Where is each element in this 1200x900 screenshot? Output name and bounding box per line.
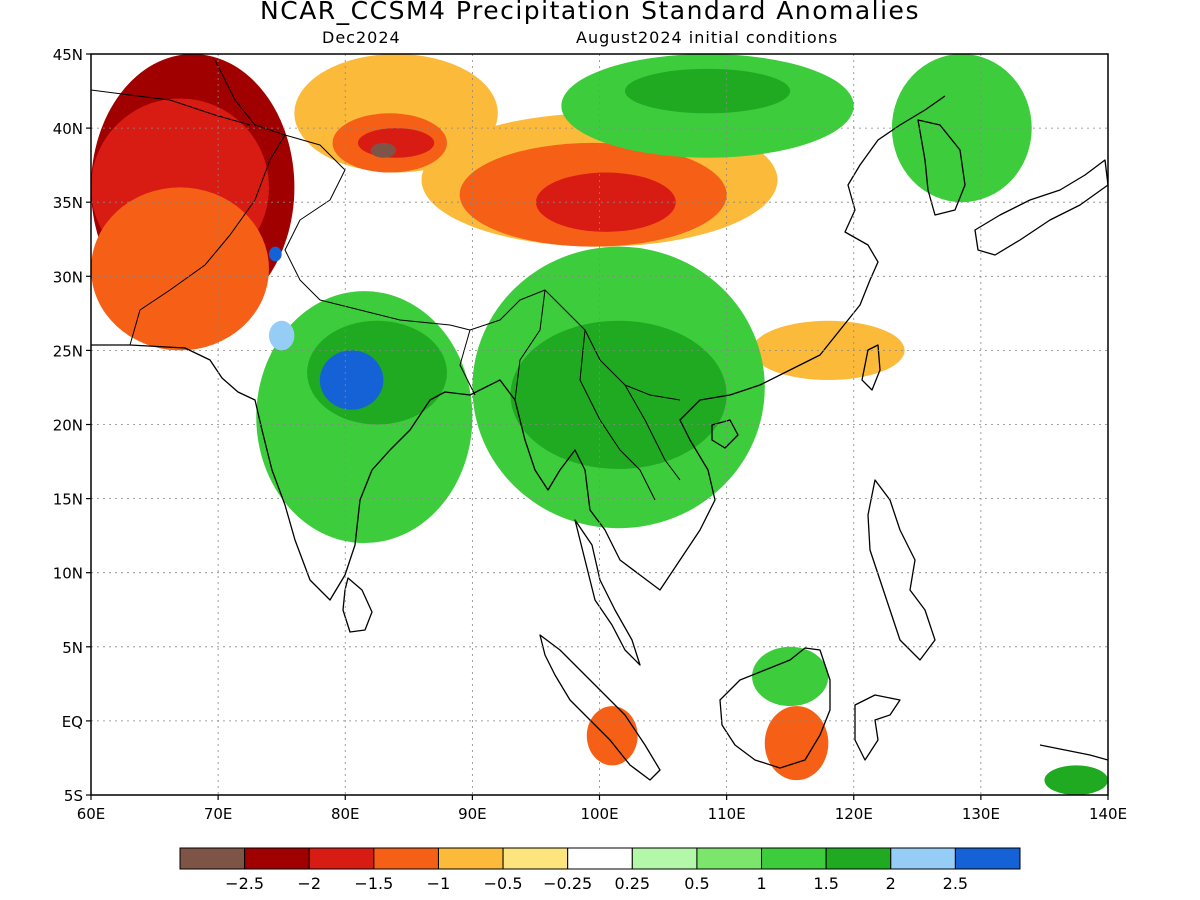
anomaly-region-12	[586, 706, 638, 766]
colorbar-swatch	[954, 847, 1021, 870]
colorbar-swatch	[502, 847, 569, 870]
colorbar-label: 0.25	[614, 874, 650, 893]
x-tick-label: 120E	[835, 805, 873, 823]
y-tick-label: 40N	[53, 120, 83, 138]
coastline-new-guinea	[1039, 744, 1108, 761]
anomaly-region-21	[624, 68, 791, 114]
anomaly-region-5	[535, 172, 676, 232]
anomaly-region-8	[357, 128, 435, 158]
coastline-sumatra	[539, 634, 661, 781]
x-tick-label: 110E	[708, 805, 746, 823]
coastline-taiwan	[861, 344, 881, 391]
anomaly-region-10	[752, 320, 905, 381]
y-tick-label: 30N	[53, 268, 83, 286]
anomaly-region-2	[91, 187, 269, 351]
initial-conditions: August2024 initial conditions	[576, 28, 839, 47]
colorbar-swatch	[567, 847, 633, 870]
colorbar-label: −0.25	[543, 874, 592, 893]
colorbar-swatch	[437, 847, 504, 870]
colorbar-swatch	[890, 847, 956, 870]
y-tick-label: 45N	[53, 46, 83, 64]
colorbar-swatch	[825, 847, 892, 870]
anomaly-region-23	[752, 646, 829, 707]
x-tick-label: 60E	[77, 805, 106, 823]
x-tick-label: 130E	[962, 805, 1000, 823]
colorbar-label: 0.5	[684, 874, 709, 893]
x-tick-label: 100E	[580, 805, 618, 823]
colorbar-label: −0.5	[484, 874, 523, 893]
y-tick-label: 10N	[53, 565, 83, 583]
colorbar-swatch	[373, 847, 439, 870]
anomaly-region-15	[319, 350, 384, 410]
colorbar-swatch	[244, 847, 310, 870]
forecast-month: Dec2024	[322, 28, 401, 47]
y-tick-label: 35N	[53, 194, 83, 212]
colorbar-label: −1	[427, 874, 451, 893]
colorbar-label: 1.5	[813, 874, 838, 893]
coastline-korea	[917, 119, 966, 216]
coastline-malay	[574, 519, 641, 666]
y-tick-label: 5S	[64, 787, 83, 805]
y-tick-label: 5N	[62, 639, 83, 657]
x-axis: 60E 70E 80E 90E 100E 110E 120E 130E 140E	[77, 795, 1127, 823]
colorbar-label: −2	[297, 874, 321, 893]
colorbar: −2.5 −2 −1.5 −1 −0.5 −0.25 0.25 0.5 1 1.5 2 2.5	[179, 847, 1021, 893]
colorbar-swatch	[308, 847, 375, 870]
coastline-japan	[974, 159, 1108, 256]
anomaly-region-24	[1044, 765, 1108, 795]
anomaly-region-16	[268, 320, 295, 351]
colorbar-label: 2.5	[943, 874, 968, 893]
colorbar-swatch	[761, 847, 827, 870]
colorbar-label: 1	[756, 874, 766, 893]
y-tick-label: 15N	[53, 491, 83, 509]
chart-title: NCAR_CCSM4 Precipitation Standard Anomal…	[260, 0, 920, 25]
y-axis: 5S EQ 5N 10N 15N 20N 25N 30N 35N 40N 45N	[53, 46, 91, 805]
colorbar-swatch	[179, 847, 246, 870]
y-tick-label: 20N	[53, 417, 83, 435]
x-tick-label: 70E	[204, 805, 233, 823]
border-lines	[91, 59, 681, 501]
x-tick-label: 140E	[1089, 805, 1127, 823]
y-tick-label: EQ	[62, 713, 83, 731]
coastlines	[91, 59, 1108, 781]
colorbar-swatch	[631, 847, 698, 870]
colorbar-label: −2.5	[225, 874, 264, 893]
y-tick-label: 25N	[53, 342, 83, 360]
colorbar-label: −1.5	[354, 874, 393, 893]
coastline-sulawesi	[854, 694, 901, 761]
anomaly-field	[91, 54, 1108, 795]
graticule	[91, 54, 1108, 795]
anomaly-region-19	[510, 320, 727, 469]
coastline-india	[91, 95, 946, 601]
anomaly-region-9	[370, 142, 397, 158]
coastline-philippines	[867, 479, 936, 661]
coastline-sri-lanka	[342, 577, 373, 633]
colorbar-label: 2	[886, 874, 896, 893]
colorbar-swatch	[696, 847, 763, 870]
x-tick-label: 80E	[331, 805, 360, 823]
anomaly-region-11	[764, 706, 829, 781]
anomaly-region-17	[268, 246, 282, 262]
coastline-borneo	[719, 647, 831, 769]
x-tick-label: 90E	[458, 805, 487, 823]
